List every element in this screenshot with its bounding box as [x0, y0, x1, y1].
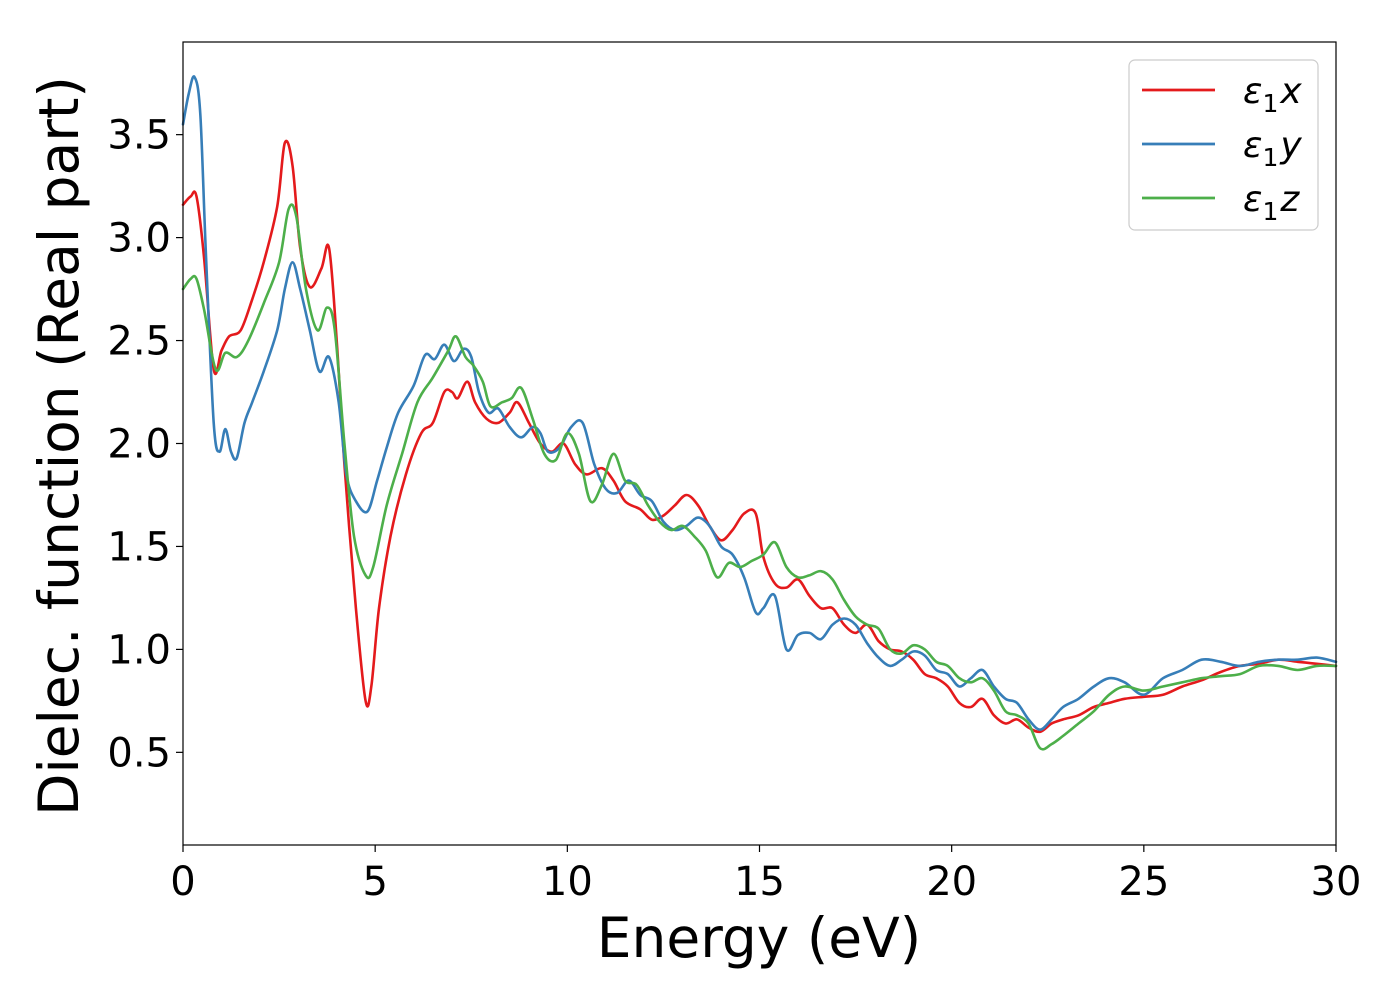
- y-tick-label: 2.0: [107, 422, 171, 468]
- legend: ε1x ε1y ε1z: [1128, 59, 1319, 231]
- x-tick-label: 30: [1311, 859, 1362, 905]
- x-axis-title: Energy (eV): [597, 906, 921, 970]
- series-line-x: [181, 139, 1338, 734]
- x-tick-label: 20: [926, 859, 977, 905]
- x-tick-label: 0: [170, 859, 195, 905]
- x-tick-label: 25: [1118, 859, 1169, 905]
- y-tick-label: 2.5: [107, 319, 171, 365]
- x-tick-label: 15: [734, 859, 785, 905]
- legend-entries: ε1x ε1y ε1z: [1142, 71, 1302, 226]
- y-tick-label: 3.5: [107, 113, 171, 159]
- y-tick-label: 1.5: [107, 524, 171, 570]
- legend-box: [1128, 59, 1319, 231]
- x-tick-label: 10: [542, 859, 593, 905]
- y-tick-label: 3.0: [107, 216, 171, 262]
- series-line-z: [181, 203, 1338, 751]
- x-axis: 0 5 10 15 20 25 30: [170, 845, 1361, 905]
- legend-label-x: ε1x: [1243, 71, 1302, 118]
- series-line-y: [181, 75, 1338, 731]
- x-tick-label: 5: [362, 859, 387, 905]
- legend-label-z: ε1z: [1243, 179, 1300, 226]
- legend-label-y: ε1y: [1243, 125, 1302, 172]
- y-axis-title: Dielec. function (Real part): [27, 76, 91, 816]
- y-axis: 0.5 1.0 1.5 2.0 2.5 3.0 3.5: [107, 113, 183, 776]
- y-tick-label: 0.5: [107, 730, 171, 776]
- y-tick-label: 1.0: [107, 627, 171, 673]
- series-layer: [181, 75, 1338, 751]
